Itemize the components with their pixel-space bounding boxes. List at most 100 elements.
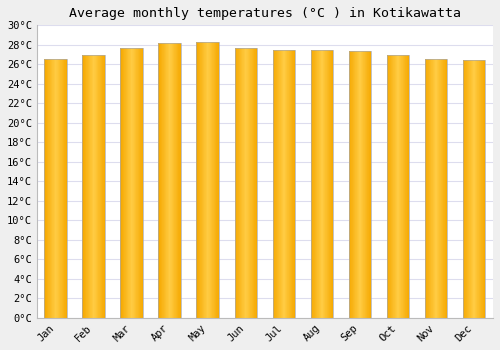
Bar bbox=[60, 60, 61, 318]
Bar bbox=[88, 55, 90, 318]
Bar bbox=[45, 60, 46, 318]
Bar bbox=[434, 60, 435, 318]
Bar bbox=[128, 48, 129, 318]
Bar bbox=[137, 48, 138, 318]
Bar bbox=[246, 48, 247, 318]
Bar bbox=[200, 42, 201, 318]
Bar bbox=[360, 51, 361, 318]
Bar bbox=[278, 50, 279, 318]
Bar bbox=[235, 48, 236, 318]
Bar bbox=[49, 60, 50, 318]
Bar bbox=[333, 50, 334, 318]
Bar bbox=[201, 42, 202, 318]
Bar bbox=[174, 43, 175, 318]
Bar bbox=[158, 43, 182, 318]
Bar bbox=[424, 60, 425, 318]
Bar bbox=[238, 48, 239, 318]
Bar bbox=[247, 48, 248, 318]
Bar bbox=[289, 50, 290, 318]
Bar bbox=[358, 51, 359, 318]
Bar bbox=[277, 50, 278, 318]
Bar bbox=[159, 43, 160, 318]
Bar bbox=[217, 42, 218, 318]
Bar bbox=[424, 60, 448, 318]
Bar bbox=[325, 50, 326, 318]
Bar bbox=[314, 50, 315, 318]
Bar bbox=[125, 48, 126, 318]
Bar bbox=[359, 51, 360, 318]
Bar bbox=[362, 51, 363, 318]
Bar bbox=[436, 60, 437, 318]
Bar bbox=[332, 50, 333, 318]
Bar bbox=[484, 61, 485, 318]
Bar bbox=[133, 48, 134, 318]
Bar bbox=[435, 60, 436, 318]
Bar bbox=[104, 55, 105, 318]
Bar bbox=[367, 51, 368, 318]
Bar bbox=[204, 42, 205, 318]
Bar bbox=[92, 55, 94, 318]
Bar bbox=[141, 48, 142, 318]
Bar bbox=[440, 60, 441, 318]
Bar bbox=[391, 55, 392, 318]
Bar bbox=[90, 55, 91, 318]
Bar bbox=[433, 60, 434, 318]
Bar bbox=[293, 50, 294, 318]
Bar bbox=[161, 43, 162, 318]
Bar bbox=[404, 55, 405, 318]
Bar bbox=[44, 60, 45, 318]
Bar bbox=[207, 42, 208, 318]
Bar bbox=[236, 48, 237, 318]
Bar bbox=[288, 50, 289, 318]
Bar bbox=[406, 55, 407, 318]
Bar bbox=[485, 61, 486, 318]
Bar bbox=[324, 50, 325, 318]
Bar bbox=[447, 60, 448, 318]
Bar bbox=[63, 60, 64, 318]
Bar bbox=[84, 55, 86, 318]
Bar bbox=[287, 50, 288, 318]
Bar bbox=[279, 50, 280, 318]
Bar bbox=[310, 50, 311, 318]
Bar bbox=[244, 48, 245, 318]
Bar bbox=[400, 55, 401, 318]
Bar bbox=[166, 43, 167, 318]
Bar bbox=[126, 48, 128, 318]
Bar bbox=[466, 61, 467, 318]
Bar bbox=[361, 51, 362, 318]
Bar bbox=[255, 48, 256, 318]
Bar bbox=[239, 48, 240, 318]
Bar bbox=[402, 55, 403, 318]
Bar bbox=[316, 50, 317, 318]
Bar bbox=[430, 60, 431, 318]
Bar bbox=[319, 50, 320, 318]
Bar bbox=[242, 48, 243, 318]
Bar bbox=[196, 42, 220, 318]
Bar bbox=[398, 55, 399, 318]
Bar bbox=[407, 55, 408, 318]
Bar bbox=[354, 51, 355, 318]
Bar bbox=[476, 61, 477, 318]
Bar bbox=[353, 51, 354, 318]
Bar bbox=[56, 60, 57, 318]
Bar bbox=[171, 43, 172, 318]
Bar bbox=[122, 48, 124, 318]
Bar bbox=[437, 60, 438, 318]
Bar bbox=[392, 55, 393, 318]
Bar bbox=[321, 50, 322, 318]
Bar bbox=[370, 51, 371, 318]
Bar bbox=[209, 42, 210, 318]
Bar bbox=[357, 51, 358, 318]
Bar bbox=[284, 50, 285, 318]
Bar bbox=[86, 55, 87, 318]
Bar bbox=[132, 48, 133, 318]
Bar bbox=[315, 50, 316, 318]
Bar bbox=[389, 55, 390, 318]
Bar bbox=[59, 60, 60, 318]
Bar bbox=[473, 61, 474, 318]
Bar bbox=[197, 42, 198, 318]
Bar bbox=[251, 48, 252, 318]
Bar bbox=[386, 55, 409, 318]
Bar bbox=[257, 48, 258, 318]
Bar bbox=[479, 61, 480, 318]
